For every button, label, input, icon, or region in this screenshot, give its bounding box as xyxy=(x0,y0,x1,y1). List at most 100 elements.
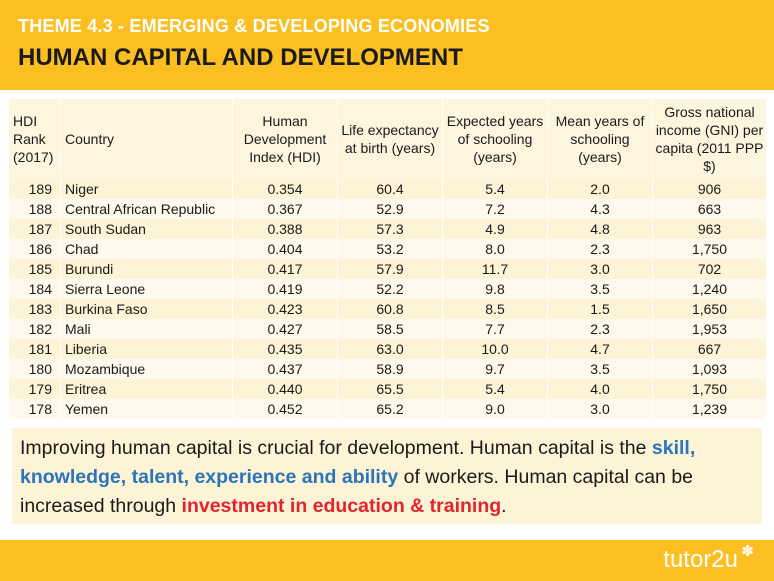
cell-mean-schooling: 3.5 xyxy=(547,279,653,299)
cell-country: Sierra Leone xyxy=(60,279,233,299)
cell-expected-schooling: 9.0 xyxy=(442,399,548,419)
table-row: 180 Mozambique 0.437 58.9 9.7 3.5 1,093 xyxy=(8,359,766,379)
cell-rank: 180 xyxy=(8,359,61,379)
cell-life-expectancy: 57.3 xyxy=(337,219,443,239)
column-header-expected-schooling: Expected years of schooling (years) xyxy=(442,99,548,179)
callout-text: Improving human capital is crucial for d… xyxy=(20,434,760,521)
asterisk-icon: ✽ xyxy=(741,543,754,560)
cell-expected-schooling: 7.2 xyxy=(442,199,548,219)
cell-life-expectancy: 60.4 xyxy=(337,179,443,199)
cell-mean-schooling: 2.3 xyxy=(547,319,653,339)
callout-highlight-investment: investment in education & training xyxy=(181,495,502,517)
cell-country: Liberia xyxy=(60,339,233,359)
tutor2u-logo: tutor2u xyxy=(663,546,738,573)
cell-country: Yemen xyxy=(60,399,233,419)
hdi-table: HDI Rank (2017) Country Human Developmen… xyxy=(8,99,766,419)
table-row: 186 Chad 0.404 53.2 8.0 2.3 1,750 xyxy=(8,239,766,259)
cell-mean-schooling: 4.0 xyxy=(547,379,653,399)
callout-text-part-3: . xyxy=(501,495,507,517)
cell-country: Mali xyxy=(60,319,233,339)
cell-gni: 1,750 xyxy=(652,239,766,259)
cell-mean-schooling: 3.0 xyxy=(547,399,653,419)
cell-hdi: 0.437 xyxy=(232,359,338,379)
cell-gni: 1,953 xyxy=(652,319,766,339)
table-row: 188 Central African Republic 0.367 52.9 7.2 4… xyxy=(8,199,766,219)
callout-text-part-1: Improving human capital is crucial for d… xyxy=(20,437,652,459)
cell-country: Central African Republic xyxy=(60,199,233,219)
cell-gni: 663 xyxy=(652,199,766,219)
cell-rank: 183 xyxy=(8,299,61,319)
theme-label: THEME 4.3 - EMERGING & DEVELOPING ECONOM… xyxy=(18,16,490,36)
cell-life-expectancy: 53.2 xyxy=(337,239,443,259)
cell-hdi: 0.423 xyxy=(232,299,338,319)
cell-expected-schooling: 9.8 xyxy=(442,279,548,299)
cell-life-expectancy: 58.5 xyxy=(337,319,443,339)
cell-gni: 702 xyxy=(652,259,766,279)
table-row: 189 Niger 0.354 60.4 5.4 2.0 906 xyxy=(8,179,766,199)
cell-rank: 179 xyxy=(8,379,61,399)
cell-rank: 184 xyxy=(8,279,61,299)
cell-mean-schooling: 3.0 xyxy=(547,259,653,279)
cell-hdi: 0.354 xyxy=(232,179,338,199)
cell-rank: 185 xyxy=(8,259,61,279)
cell-hdi: 0.388 xyxy=(232,219,338,239)
cell-rank: 189 xyxy=(8,179,61,199)
cell-life-expectancy: 52.2 xyxy=(337,279,443,299)
cell-gni: 963 xyxy=(652,219,766,239)
cell-rank: 188 xyxy=(8,199,61,219)
cell-hdi: 0.417 xyxy=(232,259,338,279)
cell-gni: 1,239 xyxy=(652,399,766,419)
cell-mean-schooling: 4.3 xyxy=(547,199,653,219)
cell-country: Mozambique xyxy=(60,359,233,379)
cell-life-expectancy: 58.9 xyxy=(337,359,443,379)
cell-hdi: 0.367 xyxy=(232,199,338,219)
cell-mean-schooling: 3.5 xyxy=(547,359,653,379)
cell-expected-schooling: 11.7 xyxy=(442,259,548,279)
cell-hdi: 0.452 xyxy=(232,399,338,419)
callout-highlight-skills: skill, knowledge, talent, experience and… xyxy=(20,437,696,488)
table-row: 185 Burundi 0.417 57.9 11.7 3.0 702 xyxy=(8,259,766,279)
table-row: 179 Eritrea 0.440 65.5 5.4 4.0 1,750 xyxy=(8,379,766,399)
column-header-country: Country xyxy=(60,99,233,179)
cell-expected-schooling: 8.0 xyxy=(442,239,548,259)
table-row: 182 Mali 0.427 58.5 7.7 2.3 1,953 xyxy=(8,319,766,339)
column-header-life-expectancy: Life expectancy at birth (years) xyxy=(337,99,443,179)
cell-expected-schooling: 8.5 xyxy=(442,299,548,319)
cell-gni: 667 xyxy=(652,339,766,359)
cell-hdi: 0.427 xyxy=(232,319,338,339)
table-row: 181 Liberia 0.435 63.0 10.0 4.7 667 xyxy=(8,339,766,359)
table-header-row: HDI Rank (2017) Country Human Developmen… xyxy=(8,99,766,179)
table-row: 187 South Sudan 0.388 57.3 4.9 4.8 963 xyxy=(8,219,766,239)
cell-expected-schooling: 9.7 xyxy=(442,359,548,379)
cell-gni: 1,650 xyxy=(652,299,766,319)
callout-text-part-2: of workers. Human capital can be increas… xyxy=(20,466,694,517)
cell-rank: 181 xyxy=(8,339,61,359)
table-row: 183 Burkina Faso 0.423 60.8 8.5 1.5 1,650 xyxy=(8,299,766,319)
cell-rank: 182 xyxy=(8,319,61,339)
cell-hdi: 0.419 xyxy=(232,279,338,299)
cell-life-expectancy: 57.9 xyxy=(337,259,443,279)
cell-expected-schooling: 5.4 xyxy=(442,179,548,199)
header-banner: THEME 4.3 - EMERGING & DEVELOPING ECONOM… xyxy=(0,0,774,90)
cell-mean-schooling: 2.3 xyxy=(547,239,653,259)
cell-country: Burkina Faso xyxy=(60,299,233,319)
cell-hdi: 0.435 xyxy=(232,339,338,359)
cell-rank: 186 xyxy=(8,239,61,259)
cell-mean-schooling: 4.7 xyxy=(547,339,653,359)
column-header-gni: Gross national income (GNI) per capita (… xyxy=(652,99,766,179)
page-title: HUMAN CAPITAL AND DEVELOPMENT xyxy=(18,44,463,71)
column-header-hdi: Human Development Index (HDI) xyxy=(232,99,338,179)
cell-life-expectancy: 63.0 xyxy=(337,339,443,359)
cell-expected-schooling: 4.9 xyxy=(442,219,548,239)
human-capital-callout: Improving human capital is crucial for d… xyxy=(12,428,762,524)
column-header-mean-schooling: Mean years of schooling (years) xyxy=(547,99,653,179)
cell-rank: 187 xyxy=(8,219,61,239)
cell-country: Chad xyxy=(60,239,233,259)
cell-gni: 906 xyxy=(652,179,766,199)
column-header-rank: HDI Rank (2017) xyxy=(8,99,61,179)
cell-hdi: 0.404 xyxy=(232,239,338,259)
cell-country: South Sudan xyxy=(60,219,233,239)
cell-expected-schooling: 7.7 xyxy=(442,319,548,339)
cell-mean-schooling: 2.0 xyxy=(547,179,653,199)
cell-life-expectancy: 60.8 xyxy=(337,299,443,319)
